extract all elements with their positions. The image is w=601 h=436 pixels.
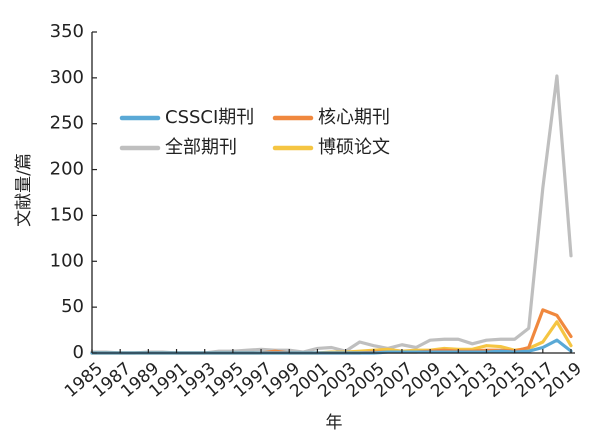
y-axis-title: 文献量/篇: [14, 153, 34, 227]
legend-label: 核心期刊: [318, 107, 390, 128]
y-tick-label: 250: [50, 113, 84, 134]
y-tick-label: 50: [61, 296, 84, 317]
y-tick-label: 150: [50, 204, 84, 225]
x-axis-title: 年: [326, 413, 343, 433]
y-axis: 0 50 100 150 200 250 300 350: [50, 21, 97, 363]
y-tick-label: 0: [73, 342, 84, 363]
y-tick-label: 300: [50, 67, 84, 88]
legend-label: 全部期刊: [165, 137, 237, 158]
y-tick-label: 200: [50, 159, 84, 180]
x-axis: 1985198719891991199319951997199920012003…: [61, 349, 586, 402]
legend-label: CSSCI期刊: [165, 107, 254, 128]
legend-label: 博硕论文: [318, 137, 390, 158]
x-ticks: 1985198719891991199319951997199920012003…: [61, 349, 586, 402]
y-tick-label: 350: [50, 21, 84, 42]
y-tick-label: 100: [50, 250, 84, 271]
y-ticks: 0 50 100 150 200 250 300 350: [50, 21, 97, 363]
